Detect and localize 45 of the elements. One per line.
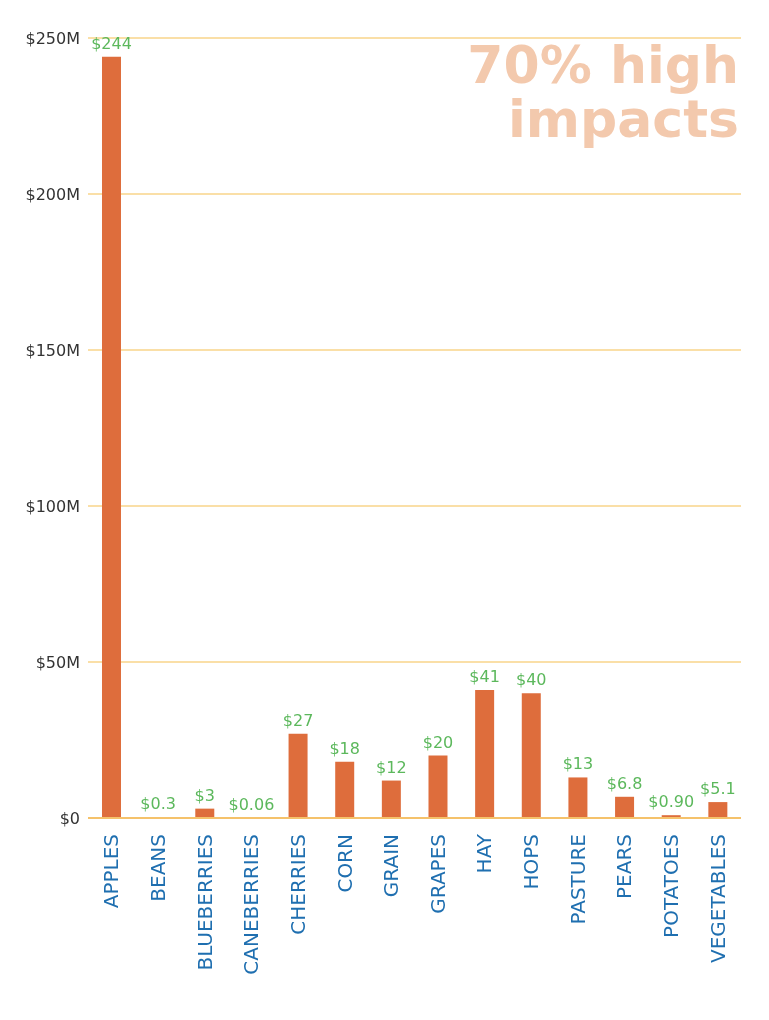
x-tick-label: BEANS <box>145 834 170 902</box>
annotation: 70% high impacts <box>466 35 739 149</box>
bar <box>521 693 541 818</box>
y-tick-label: $0 <box>59 808 80 828</box>
bar <box>288 733 308 818</box>
x-tick-label: PEARS <box>612 834 637 899</box>
data-label: $27 <box>282 710 314 730</box>
bar <box>335 761 355 818</box>
data-label: $18 <box>329 738 360 758</box>
x-tick-label: GRAIN <box>379 834 404 898</box>
data-label: $12 <box>376 757 407 777</box>
bar <box>615 796 635 818</box>
data-label: $41 <box>469 667 500 687</box>
x-tick-label: VEGETABLES <box>705 834 730 963</box>
x-tick-label: CORN <box>332 834 357 893</box>
bar <box>568 777 588 818</box>
x-tick-label: GRAPES <box>425 834 450 914</box>
bar <box>428 755 448 818</box>
y-tick-label: $250M <box>25 28 80 48</box>
data-label: $0.06 <box>228 794 275 814</box>
bar <box>475 690 495 818</box>
x-tick-label: POTATOES <box>659 834 684 938</box>
data-label: $13 <box>562 754 594 774</box>
x-tick-label: CHERRIES <box>285 834 310 935</box>
data-label: $5.1 <box>700 779 736 799</box>
x-tick-label: HAY <box>472 833 497 874</box>
data-label: $6.8 <box>606 773 643 793</box>
data-label: $0.90 <box>648 792 695 812</box>
data-label: $3 <box>194 785 215 805</box>
bar <box>381 780 401 818</box>
y-tick-label: $150M <box>25 340 80 360</box>
x-tick-label: CANEBERRIES <box>239 834 264 975</box>
y-tick-label: $100M <box>25 496 80 516</box>
y-tick-label: $50M <box>35 652 80 672</box>
bar <box>708 802 728 818</box>
y-tick-label: $200M <box>25 184 80 204</box>
data-label: $0.3 <box>140 794 176 814</box>
x-tick-label: APPLES <box>99 834 124 909</box>
data-label: $244 <box>91 33 132 53</box>
x-tick-label: HOPS <box>519 834 544 890</box>
x-tick-label: BLUEBERRIES <box>192 834 217 971</box>
x-tick-label: PASTURE <box>565 834 590 925</box>
data-label: $40 <box>516 670 547 690</box>
data-label: $20 <box>422 732 454 752</box>
bar <box>101 56 121 818</box>
